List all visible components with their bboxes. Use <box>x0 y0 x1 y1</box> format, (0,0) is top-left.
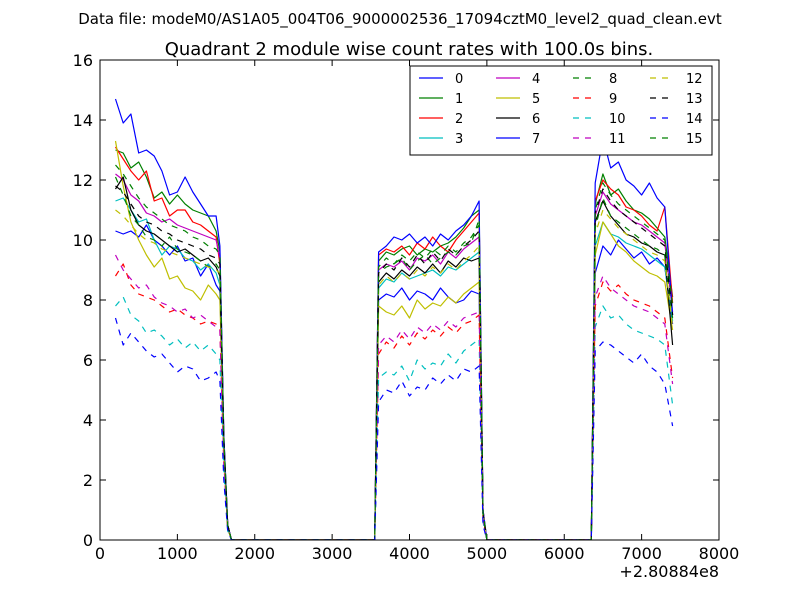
x-tick-label: 0 <box>95 544 105 563</box>
legend-label-14: 14 <box>686 112 703 127</box>
legend-label-7: 7 <box>532 132 540 147</box>
legend-label-15: 15 <box>686 132 703 147</box>
x-tick-label: 8000 <box>699 544 740 563</box>
series-line-14 <box>114 317 674 540</box>
series-line-2 <box>114 146 674 540</box>
chart-title: Quadrant 2 module wise count rates with … <box>165 39 654 60</box>
legend-label-10: 10 <box>609 112 626 127</box>
legend-label-12: 12 <box>686 72 703 87</box>
y-tick-label: 8 <box>83 291 93 310</box>
series-line-6 <box>114 176 674 540</box>
series-line-11 <box>114 254 674 540</box>
legend-label-8: 8 <box>609 72 617 87</box>
series-line-9 <box>114 263 674 540</box>
series-line-5 <box>114 140 674 540</box>
legend-frame <box>409 65 713 156</box>
y-tick-label: 2 <box>83 471 93 490</box>
x-tick-label: 6000 <box>544 544 585 563</box>
x-axis-offset-label: +2.80884e8 <box>619 562 719 581</box>
y-tick-label: 16 <box>73 51 93 70</box>
x-tick-label: 7000 <box>621 544 662 563</box>
legend-label-11: 11 <box>609 132 626 147</box>
legend-label-2: 2 <box>455 112 463 127</box>
y-tick-label: 14 <box>73 111 93 130</box>
y-tick-label: 12 <box>73 171 93 190</box>
legend-label-9: 9 <box>609 92 617 107</box>
legend-label-5: 5 <box>532 92 540 107</box>
series-line-13 <box>115 185 674 540</box>
y-tick-label: 4 <box>83 411 93 430</box>
x-tick-label: 1000 <box>157 544 198 563</box>
plot-area <box>114 98 674 540</box>
x-tick-label: 3000 <box>312 544 353 563</box>
legend-label-0: 0 <box>455 72 463 87</box>
series-line-15 <box>115 164 674 540</box>
x-tick-label: 5000 <box>467 544 508 563</box>
legend-label-6: 6 <box>532 112 540 127</box>
y-tick-label: 0 <box>83 531 93 550</box>
y-tick-label: 10 <box>73 231 93 250</box>
x-axis: 0 1000 2000 3000 4000 5000 6000 7000 8000 <box>95 60 739 563</box>
legend-label-3: 3 <box>455 132 463 147</box>
figure-suptitle: Data file: modeM0/AS1A05_004T06_90000025… <box>78 10 722 29</box>
x-tick-label: 2000 <box>234 544 275 563</box>
legend-label-4: 4 <box>532 72 540 87</box>
series-line-8 <box>114 176 674 540</box>
legend-label-1: 1 <box>455 92 463 107</box>
axes-frame <box>99 59 720 541</box>
y-tick-label: 6 <box>83 351 93 370</box>
x-tick-label: 4000 <box>389 544 430 563</box>
series-line-4 <box>115 173 674 540</box>
series-line-10 <box>115 296 674 540</box>
legend-label-13: 13 <box>686 92 703 107</box>
